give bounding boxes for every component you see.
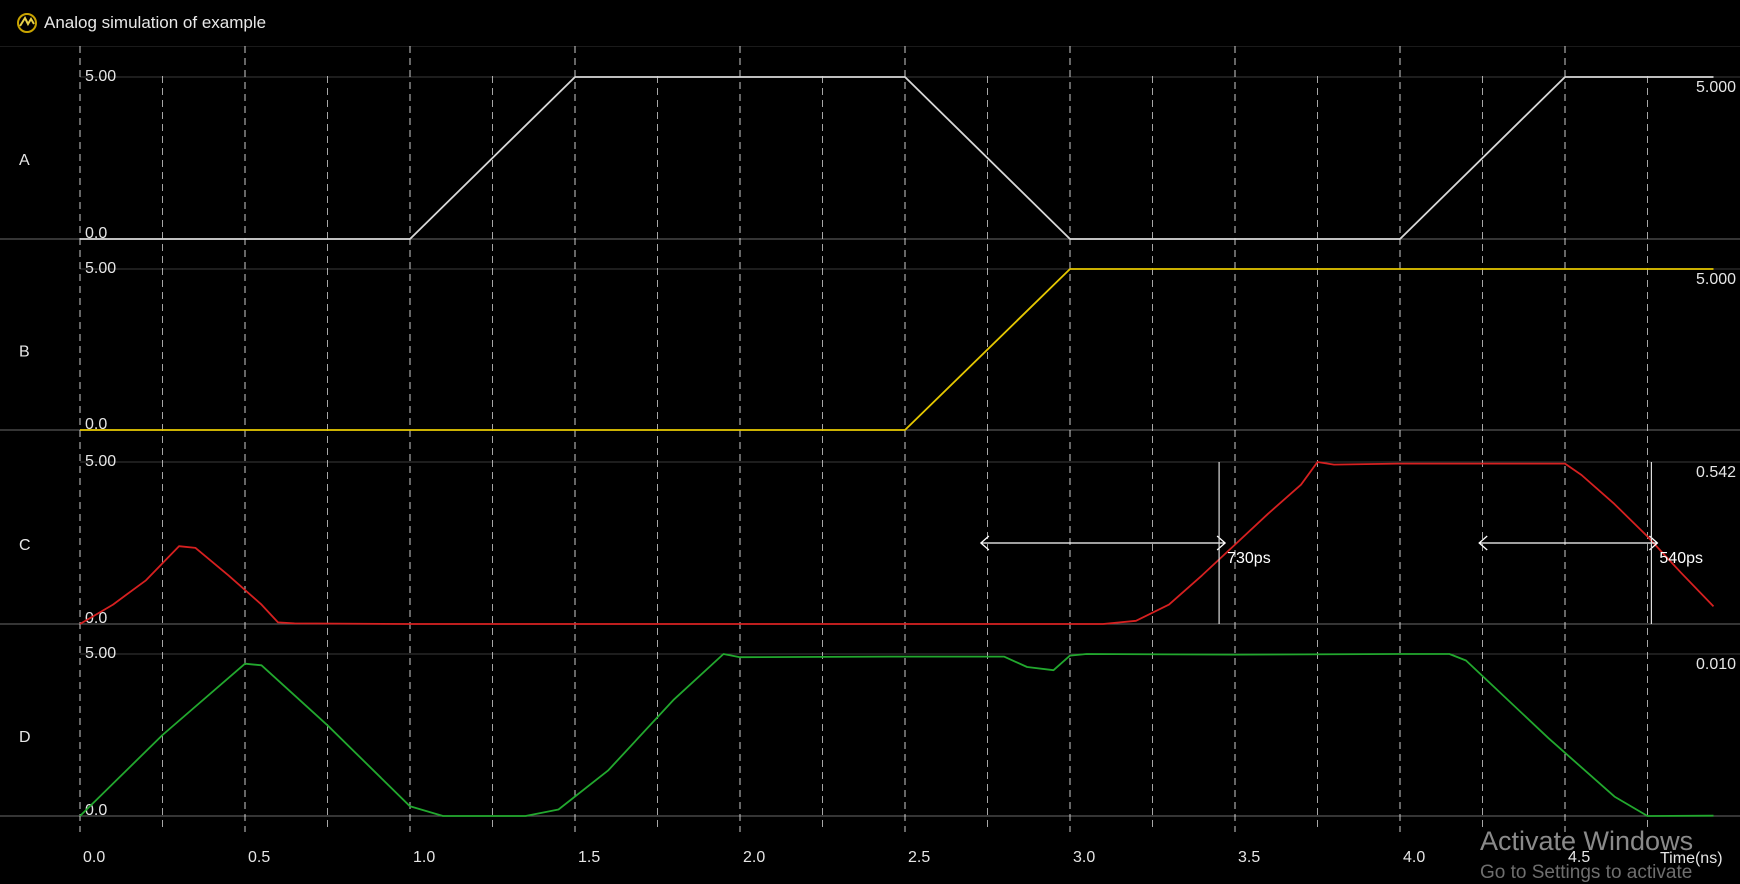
measurement-annotations: 730ps 540ps bbox=[979, 462, 1703, 624]
x-tick-label: 2.5 bbox=[908, 849, 930, 866]
signal-trace-D bbox=[79, 653, 1714, 817]
x-tick-label: 1.5 bbox=[578, 849, 600, 866]
signal-trace-B bbox=[80, 268, 1714, 431]
signal-row-C: C 5.00 0.0 0.542 bbox=[19, 453, 1736, 627]
x-tick-label: 2.0 bbox=[743, 849, 765, 866]
cursor-value-C: 0.542 bbox=[1696, 464, 1736, 481]
scale-bottom-label-C: 0.0 bbox=[85, 610, 107, 627]
cursor-value-A: 5.000 bbox=[1696, 79, 1736, 96]
signal-name-C: C bbox=[19, 537, 31, 554]
scale-bottom-label-D: 0.0 bbox=[85, 802, 107, 819]
signal-row-D: D 5.00 0.0 0.010 bbox=[19, 645, 1736, 819]
activation-watermark: Activate Windows bbox=[1480, 826, 1694, 856]
scale-bottom-label-A: 0.0 bbox=[85, 225, 107, 242]
title-bar: Analog simulation of example bbox=[0, 0, 1740, 47]
x-tick-label: 4.0 bbox=[1403, 849, 1425, 866]
measurement-label: 540ps bbox=[1659, 550, 1703, 567]
measurement-730ps: 730ps bbox=[979, 462, 1271, 624]
x-tick-label: 1.0 bbox=[413, 849, 435, 866]
x-tick-label: 0.0 bbox=[83, 849, 105, 866]
time-axis: 0.0 0.5 1.0 1.5 2.0 2.5 3.0 3.5 4.0 4.5 Time(ns) bbox=[83, 849, 1723, 867]
measurement-arrow-right bbox=[1648, 535, 1659, 551]
measurement-label: 730ps bbox=[1227, 550, 1271, 567]
signal-name-D: D bbox=[19, 729, 31, 746]
measurement-arrow-left bbox=[979, 535, 990, 551]
signal-name-A: A bbox=[19, 152, 30, 169]
waveform-plot[interactable]: A 5.00 0.0 5.000 B 5.00 0.0 5.000 C 5.00 0.0 0.542 D… bbox=[0, 46, 1740, 879]
activation-watermark-hint: Go to Settings to activate bbox=[1480, 862, 1693, 883]
measurement-arrow-left bbox=[1478, 535, 1488, 551]
x-axis-label: Time(ns) bbox=[1660, 850, 1723, 867]
scale-top-label-D: 5.00 bbox=[85, 645, 116, 662]
scale-top-label-A: 5.00 bbox=[85, 68, 116, 85]
signal-row-B: B 5.00 0.0 5.000 bbox=[19, 260, 1736, 433]
signal-rows: A 5.00 0.0 5.000 B 5.00 0.0 5.000 C 5.00 0.0 0.542 D… bbox=[19, 68, 1736, 819]
signal-name-B: B bbox=[19, 344, 30, 361]
x-tick-label: 3.5 bbox=[1238, 849, 1260, 866]
x-tick-label: 3.0 bbox=[1073, 849, 1095, 866]
x-tick-label: 4.5 bbox=[1568, 849, 1590, 866]
signal-trace-A bbox=[80, 76, 1714, 240]
scale-top-label-B: 5.00 bbox=[85, 260, 116, 277]
time-gridlines bbox=[79, 46, 1648, 832]
scale-bottom-label-B: 0.0 bbox=[85, 416, 107, 433]
measurement-540ps: 540ps bbox=[1478, 462, 1703, 624]
waveform-app-icon bbox=[17, 13, 37, 33]
cursor-value-D: 0.010 bbox=[1696, 656, 1736, 673]
window-title: Analog simulation of example bbox=[44, 13, 267, 32]
row-dividers bbox=[0, 76, 1740, 817]
cursor-value-B: 5.000 bbox=[1696, 271, 1736, 288]
measurement-arrow-right bbox=[1216, 535, 1227, 551]
scale-top-label-C: 5.00 bbox=[85, 453, 116, 470]
x-tick-label: 0.5 bbox=[248, 849, 270, 866]
signal-row-A: A 5.00 0.0 5.000 bbox=[19, 68, 1736, 242]
signal-trace-C bbox=[79, 461, 1715, 625]
